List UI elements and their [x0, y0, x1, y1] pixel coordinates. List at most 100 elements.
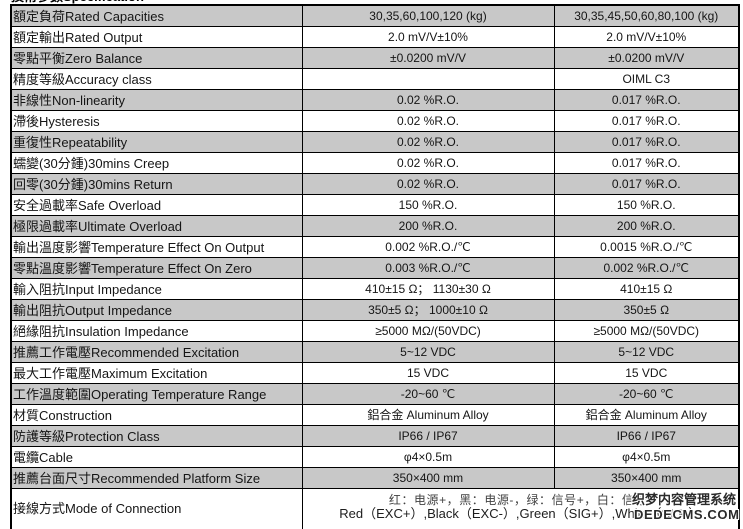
specification-table: 額定負荷Rated Capacities 30,35,60,100,120 (k… [10, 4, 740, 529]
spec-label-mode-of-connection: 接線方式Mode of Connection [10, 487, 303, 529]
spec-value2-rated-output: 2.0 mV/V±10% [553, 25, 740, 48]
spec-value2-cable: φ4×0.5m [553, 445, 740, 468]
spec-label-output-impedance: 輸出阻抗Output Impedance [10, 298, 303, 321]
table-row-construction: 材質Construction 鋁合金 Aluminum Alloy 鋁合金 Al… [10, 403, 740, 426]
spec-value2-repeatability: 0.017 %R.O. [553, 130, 740, 153]
table-row-zero-balance: 零點平衡Zero Balance ±0.0200 mV/V ±0.0200 mV… [10, 46, 740, 69]
spec-label-recommended-excitation: 推薦工作電壓Recommended Excitation [10, 340, 303, 363]
spec-label-hysteresis: 滯後Hysteresis [10, 109, 303, 132]
spec-label-temp-effect-on-zero: 零點溫度影響Temperature Effect On Zero [10, 256, 303, 279]
spec-value1-construction: 鋁合金 Aluminum Alloy [301, 403, 555, 426]
table-row-recommended-platform-size: 推薦台面尺寸Recommended Platform Size 350×400 … [10, 466, 740, 489]
table-row-hysteresis: 滯後Hysteresis 0.02 %R.O. 0.017 %R.O. [10, 109, 740, 132]
spec-value2-hysteresis: 0.017 %R.O. [553, 109, 740, 132]
table-row-rated-output: 額定輸出Rated Output 2.0 mV/V±10% 2.0 mV/V±1… [10, 25, 740, 48]
spec-value2-temp-effect-on-output: 0.0015 %R.O./℃ [553, 235, 740, 258]
spec-value1-recommended-excitation: 5~12 VDC [301, 340, 555, 363]
spec-value1-operating-temperature-range: -20~60 ℃ [301, 382, 555, 405]
spec-label-rated-capacities: 額定負荷Rated Capacities [10, 4, 303, 27]
spec-value2-accuracy-class: OIML C3 [553, 67, 740, 90]
table-row-temp-effect-on-output: 輸出溫度影響Temperature Effect On Output 0.002… [10, 235, 740, 258]
spec-label-rated-output: 額定輸出Rated Output [10, 25, 303, 48]
spec-label-ultimate-overload: 極限過載率Ultimate Overload [10, 214, 303, 237]
spec-label-protection-class: 防護等級Protection Class [10, 424, 303, 447]
page-title: 技術參數Specification [11, 0, 144, 3]
table-row-input-impedance: 輸入阻抗Input Impedance 410±15 Ω； 1130±30 Ω … [10, 277, 740, 300]
spec-value2-input-impedance: 410±15 Ω [553, 277, 740, 300]
spec-value1-zero-balance: ±0.0200 mV/V [301, 46, 555, 69]
spec-value1-hysteresis: 0.02 %R.O. [301, 109, 555, 132]
table-row-ultimate-overload: 極限過載率Ultimate Overload 200 %R.O. 200 %R.… [10, 214, 740, 237]
table-row-accuracy-class: 精度等級Accuracy class OIML C3 [10, 67, 740, 90]
spec-value1-maximum-excitation: 15 VDC [301, 361, 555, 384]
spec-value1-creep-return: 0.02 %R.O. [301, 172, 555, 195]
table-row-maximum-excitation: 最大工作電壓Maximum Excitation 15 VDC 15 VDC [10, 361, 740, 384]
connection-wiring-english: Red（EXC+）,Black（EXC-）,Green（SIG+）,White（… [339, 505, 702, 521]
spec-value1-safe-overload: 150 %R.O. [301, 193, 555, 216]
table-row-cable: 電纜Cable φ4×0.5m φ4×0.5m [10, 445, 740, 468]
spec-label-input-impedance: 輸入阻抗Input Impedance [10, 277, 303, 300]
spec-value1-rated-capacities: 30,35,60,100,120 (kg) [301, 4, 555, 27]
spec-label-creep: 蠕變(30分鍾)30mins Creep [10, 151, 303, 174]
table-row-creep-return: 回零(30分鍾)30mins Return 0.02 %R.O. 0.017 %… [10, 172, 740, 195]
spec-value1-non-linearity: 0.02 %R.O. [301, 88, 555, 111]
spec-label-cable: 電纜Cable [10, 445, 303, 468]
spec-label-creep-return: 回零(30分鍾)30mins Return [10, 172, 303, 195]
spec-value2-construction: 鋁合金 Aluminum Alloy [553, 403, 740, 426]
spec-label-safe-overload: 安全過載率Safe Overload [10, 193, 303, 216]
spec-value1-creep: 0.02 %R.O. [301, 151, 555, 174]
spec-value2-creep: 0.017 %R.O. [553, 151, 740, 174]
table-row-output-impedance: 輸出阻抗Output Impedance 350±5 Ω； 1000±10 Ω … [10, 298, 740, 321]
spec-value2-temp-effect-on-zero: 0.002 %R.O./℃ [553, 256, 740, 279]
spec-value1-insulation-impedance: ≥5000 MΩ/(50VDC) [301, 319, 555, 342]
spec-value2-non-linearity: 0.017 %R.O. [553, 88, 740, 111]
table-row-operating-temperature-range: 工作溫度範圍Operating Temperature Range -20~60… [10, 382, 740, 405]
table-row-creep: 蠕變(30分鍾)30mins Creep 0.02 %R.O. 0.017 %R… [10, 151, 740, 174]
spec-label-repeatability: 重復性Repeatability [10, 130, 303, 153]
table-row-rated-capacities: 額定負荷Rated Capacities 30,35,60,100,120 (k… [10, 4, 740, 27]
spec-label-accuracy-class: 精度等級Accuracy class [10, 67, 303, 90]
spec-label-operating-temperature-range: 工作溫度範圍Operating Temperature Range [10, 382, 303, 405]
spec-value2-recommended-excitation: 5~12 VDC [553, 340, 740, 363]
spec-value1-temp-effect-on-output: 0.002 %R.O./℃ [301, 235, 555, 258]
spec-value1-output-impedance: 350±5 Ω； 1000±10 Ω [301, 298, 555, 321]
spec-value-mode-of-connection: 红：电源+，黑：电源-，绿：信号+，白：信号- Red（EXC+）,Black（… [301, 487, 740, 529]
table-row-safe-overload: 安全過載率Safe Overload 150 %R.O. 150 %R.O. [10, 193, 740, 216]
spec-value1-protection-class: IP66 / IP67 [301, 424, 555, 447]
spec-value1-recommended-platform-size: 350×400 mm [301, 466, 555, 489]
spec-label-maximum-excitation: 最大工作電壓Maximum Excitation [10, 361, 303, 384]
spec-value1-repeatability: 0.02 %R.O. [301, 130, 555, 153]
table-row-mode-of-connection: 接線方式Mode of Connection 红：电源+，黑：电源-，绿：信号+… [10, 487, 740, 529]
spec-value2-rated-capacities: 30,35,45,50,60,80,100 (kg) [553, 4, 740, 27]
spec-value2-zero-balance: ±0.0200 mV/V [553, 46, 740, 69]
spec-value1-rated-output: 2.0 mV/V±10% [301, 25, 555, 48]
table-row-repeatability: 重復性Repeatability 0.02 %R.O. 0.017 %R.O. [10, 130, 740, 153]
spec-label-insulation-impedance: 絕緣阻抗Insulation Impedance [10, 319, 303, 342]
connection-wiring-chinese: 红：电源+，黑：电源-，绿：信号+，白：信号- [388, 492, 652, 507]
spec-value2-creep-return: 0.017 %R.O. [553, 172, 740, 195]
spec-value1-ultimate-overload: 200 %R.O. [301, 214, 555, 237]
table-row-protection-class: 防護等級Protection Class IP66 / IP67 IP66 / … [10, 424, 740, 447]
spec-value1-temp-effect-on-zero: 0.003 %R.O./℃ [301, 256, 555, 279]
table-row-non-linearity: 非線性Non-linearity 0.02 %R.O. 0.017 %R.O. [10, 88, 740, 111]
spec-label-recommended-platform-size: 推薦台面尺寸Recommended Platform Size [10, 466, 303, 489]
table-row-recommended-excitation: 推薦工作電壓Recommended Excitation 5~12 VDC 5~… [10, 340, 740, 363]
table-row-insulation-impedance: 絕緣阻抗Insulation Impedance ≥5000 MΩ/(50VDC… [10, 319, 740, 342]
spec-value2-maximum-excitation: 15 VDC [553, 361, 740, 384]
spec-value2-ultimate-overload: 200 %R.O. [553, 214, 740, 237]
spec-label-zero-balance: 零點平衡Zero Balance [10, 46, 303, 69]
spec-label-temp-effect-on-output: 輸出溫度影響Temperature Effect On Output [10, 235, 303, 258]
spec-value2-output-impedance: 350±5 Ω [553, 298, 740, 321]
spec-value1-cable: φ4×0.5m [301, 445, 555, 468]
spec-value2-insulation-impedance: ≥5000 MΩ/(50VDC) [553, 319, 740, 342]
table-row-temp-effect-on-zero: 零點溫度影響Temperature Effect On Zero 0.003 %… [10, 256, 740, 279]
spec-value2-recommended-platform-size: 350×400 mm [553, 466, 740, 489]
spec-label-construction: 材質Construction [10, 403, 303, 426]
spec-label-non-linearity: 非線性Non-linearity [10, 88, 303, 111]
spec-value2-safe-overload: 150 %R.O. [553, 193, 740, 216]
spec-value2-protection-class: IP66 / IP67 [553, 424, 740, 447]
spec-value1-accuracy-class [301, 67, 555, 90]
spec-value1-input-impedance: 410±15 Ω； 1130±30 Ω [301, 277, 555, 300]
spec-value2-operating-temperature-range: -20~60 ℃ [553, 382, 740, 405]
